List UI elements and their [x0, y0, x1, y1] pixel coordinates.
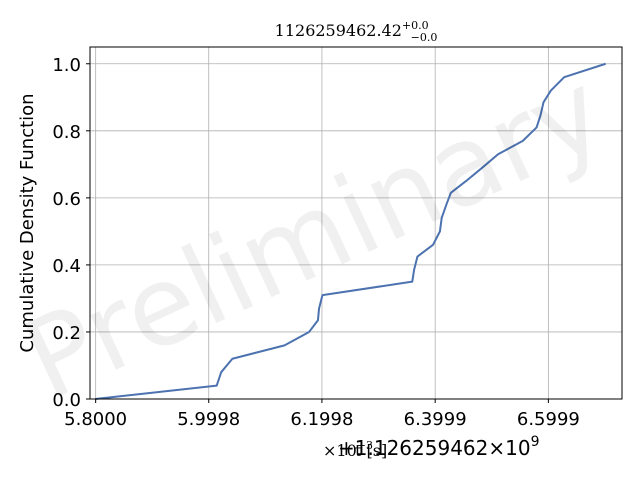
- x-tick-label: 6.5999: [517, 409, 580, 430]
- x-axis-label-prefix: ×10: [323, 441, 357, 460]
- x-axis-label: ×10−3t [s]: [323, 439, 387, 460]
- watermark: Preliminary: [5, 46, 622, 425]
- x-offset-value: +1.126259462: [338, 436, 488, 460]
- x-offset-multiplier: ×10: [488, 436, 530, 460]
- x-tick-label: 6.1998: [290, 409, 353, 430]
- plot-frame: [89, 46, 623, 400]
- y-tick-label: 0.4: [52, 256, 81, 277]
- y-tick-label: 0.6: [52, 189, 81, 210]
- x-axis-label-text: t [s]: [355, 441, 387, 460]
- x-tick-label: 5.8000: [64, 409, 127, 430]
- chart-title-superscript: +0.0: [402, 19, 429, 32]
- x-offset-exponent: 9: [531, 434, 540, 450]
- x-tick-label: 5.9998: [177, 409, 240, 430]
- x-axis-ticks: 5.8000 5.9998 6.1998 6.3999 6.5999: [64, 399, 580, 430]
- x-axis-label-exponent: −3: [357, 439, 373, 452]
- y-tick-label: 0.2: [52, 323, 81, 344]
- series-layer: [95, 62, 607, 400]
- chart-title: 1126259462.42+0.0 −0.0: [275, 19, 438, 44]
- x-tick-label: 6.3999: [404, 409, 467, 430]
- y-axis-ticks: 0.0 0.2 0.4 0.6 0.8 1.0: [52, 55, 90, 411]
- cdf-series-line: [95, 62, 607, 400]
- chart-title-subscript: −0.0: [411, 31, 438, 44]
- y-axis-label: Cumulative Density Function: [17, 93, 38, 352]
- y-tick-label: 1.0: [52, 55, 81, 76]
- y-tick-label: 0.0: [52, 390, 81, 411]
- y-tick-label: 0.8: [52, 122, 81, 143]
- x-offset-text: +1.126259462×109: [338, 434, 540, 460]
